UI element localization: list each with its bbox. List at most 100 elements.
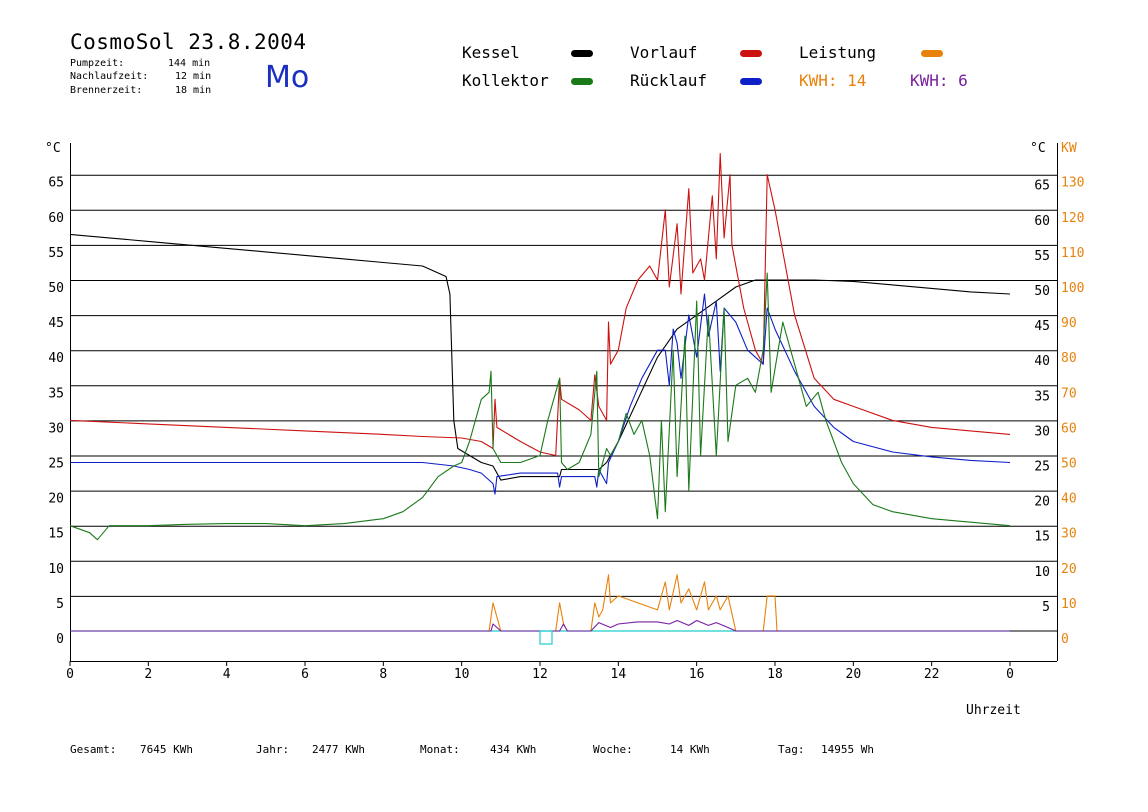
y-right-kw-tick-label: 60 — [1061, 421, 1077, 436]
x-tick-label: 10 — [454, 667, 470, 682]
y-right-kw-tick-label: 30 — [1061, 527, 1077, 542]
y-left-tick-label: 60 — [48, 211, 64, 226]
y-right-kw-tick-label: 110 — [1061, 246, 1084, 261]
footer-monat-value: 434 KWh — [490, 743, 537, 756]
series-line-r-cklauf — [70, 293, 1011, 495]
x-tick-label: 18 — [767, 667, 783, 682]
legend-vorlauf-swatch — [740, 50, 762, 57]
y-left-tick-label: 35 — [48, 386, 64, 401]
y-right-kw-tick-label: 50 — [1061, 457, 1077, 472]
stat-nachlaufzeit-label: Nachlaufzeit: — [70, 71, 149, 82]
stat-brennerzeit-label: Brennerzeit: — [70, 85, 143, 96]
right-unit-c-label: °C — [1030, 141, 1046, 156]
y-left-tick-label: 0 — [56, 632, 64, 647]
y-right-kw-tick-label: 70 — [1061, 386, 1077, 401]
x-tick-label: 4 — [223, 667, 231, 682]
stat-nachlaufzeit: Nachlaufzeit: 12 min — [70, 71, 211, 82]
x-tick-label: 0 — [66, 667, 74, 682]
x-tick-label: 12 — [532, 667, 548, 682]
series-line-leistung — [70, 574, 1010, 632]
y-right-kw-tick-label: 130 — [1061, 176, 1084, 191]
x-tick-label: 16 — [689, 667, 705, 682]
chart-ticks: 0510152025303540455055606551015202530354… — [48, 176, 1084, 682]
legend-kwh-purple: KWH: 6 — [910, 71, 968, 90]
footer-jahr-value: 2477 KWh — [312, 743, 365, 756]
y-left-tick-label: 30 — [48, 421, 64, 436]
y-left-tick-label: 20 — [48, 492, 64, 507]
footer-tag-label: Tag: — [778, 743, 805, 756]
y-right-kw-tick-label: 0 — [1061, 632, 1069, 647]
series-line-purple — [70, 619, 1010, 632]
y-right-kw-tick-label: 20 — [1061, 562, 1077, 577]
zero-marker — [539, 630, 553, 645]
y-right-c-tick-label: 35 — [1034, 389, 1050, 404]
y-right-c-tick-label: 30 — [1034, 424, 1050, 439]
y-right-c-tick-label: 5 — [1042, 600, 1050, 615]
series-line-kessel — [69, 233, 1011, 481]
stat-brennerzeit-value: 18 min — [175, 85, 212, 96]
y-right-kw-tick-label: 80 — [1061, 351, 1077, 366]
y-right-c-tick-label: 55 — [1034, 249, 1050, 264]
y-left-tick-label: 45 — [48, 316, 64, 331]
x-tick-label: 14 — [611, 667, 627, 682]
y-left-tick-label: 40 — [48, 351, 64, 366]
footer-woche-value: 14 KWh — [670, 743, 710, 756]
y-left-tick-label: 15 — [48, 527, 64, 542]
y-right-kw-tick-label: 120 — [1061, 211, 1084, 226]
x-tick-label: 0 — [1006, 667, 1014, 682]
y-left-tick-label: 10 — [48, 562, 64, 577]
y-right-c-tick-label: 60 — [1034, 214, 1050, 229]
footer-gesamt-label: Gesamt: — [70, 743, 117, 756]
y-right-kw-tick-label: 100 — [1061, 281, 1084, 296]
chart-lines — [69, 153, 1011, 632]
right-unit-kw-label: KW — [1061, 141, 1077, 156]
y-left-tick-label: 50 — [48, 281, 64, 296]
y-right-c-tick-label: 45 — [1034, 319, 1050, 334]
left-unit-label: °C — [45, 141, 61, 156]
y-left-tick-label: 55 — [48, 246, 64, 261]
y-right-kw-tick-label: 10 — [1061, 597, 1077, 612]
legend-kollektor-swatch — [571, 78, 593, 85]
chart-grid — [70, 174, 1057, 632]
y-left-tick-label: 65 — [48, 176, 64, 191]
legend-leistung-label: Leistung — [799, 43, 877, 62]
footer-jahr-label: Jahr: — [256, 743, 290, 756]
y-right-kw-tick-label: 40 — [1061, 492, 1077, 507]
legend-ruecklauf-swatch — [740, 78, 762, 85]
y-left-tick-label: 25 — [48, 457, 64, 472]
legend-ruecklauf-label: Rücklauf — [630, 71, 708, 90]
y-left-tick-label: 5 — [56, 597, 64, 612]
x-tick-label: 2 — [144, 667, 152, 682]
legend-kessel-label: Kessel — [462, 43, 520, 62]
stat-brennerzeit: Brennerzeit: 18 min — [70, 85, 211, 96]
stat-pumpzeit-label: Pumpzeit: — [70, 58, 125, 69]
footer-tag-value: 14955 Wh — [821, 743, 874, 756]
stat-nachlaufzeit-value: 12 min — [175, 71, 212, 82]
legend-leistung-swatch — [921, 50, 943, 57]
series-line-kollektor — [69, 272, 1011, 541]
x-axis-label: Uhrzeit — [966, 703, 1021, 718]
stat-pumpzeit-value: 144 min — [168, 58, 211, 69]
y-right-c-tick-label: 10 — [1034, 565, 1050, 580]
weekday-label: Mo — [265, 60, 310, 95]
y-right-c-tick-label: 40 — [1034, 354, 1050, 369]
y-right-c-tick-label: 20 — [1034, 495, 1050, 510]
footer-gesamt-value: 7645 KWh — [140, 743, 193, 756]
legend-kwh-orange: KWH: 14 — [799, 71, 867, 90]
y-right-c-tick-label: 65 — [1034, 179, 1050, 194]
x-tick-label: 6 — [301, 667, 309, 682]
y-right-kw-tick-label: 90 — [1061, 316, 1077, 331]
y-right-c-tick-label: 15 — [1034, 530, 1050, 545]
y-right-c-tick-label: 50 — [1034, 284, 1050, 299]
stat-pumpzeit: Pumpzeit: 144 min — [70, 58, 210, 69]
chart-title: CosmoSol 23.8.2004 — [70, 30, 307, 54]
footer-woche-label: Woche: — [593, 743, 633, 756]
legend-kollektor-label: Kollektor — [462, 71, 549, 90]
x-tick-label: 20 — [846, 667, 862, 682]
chart-axes — [70, 143, 1058, 662]
footer-monat-label: Monat: — [420, 743, 460, 756]
legend-vorlauf-label: Vorlauf — [630, 43, 698, 62]
y-right-c-tick-label: 25 — [1034, 460, 1050, 475]
legend-kessel-swatch — [571, 50, 593, 57]
